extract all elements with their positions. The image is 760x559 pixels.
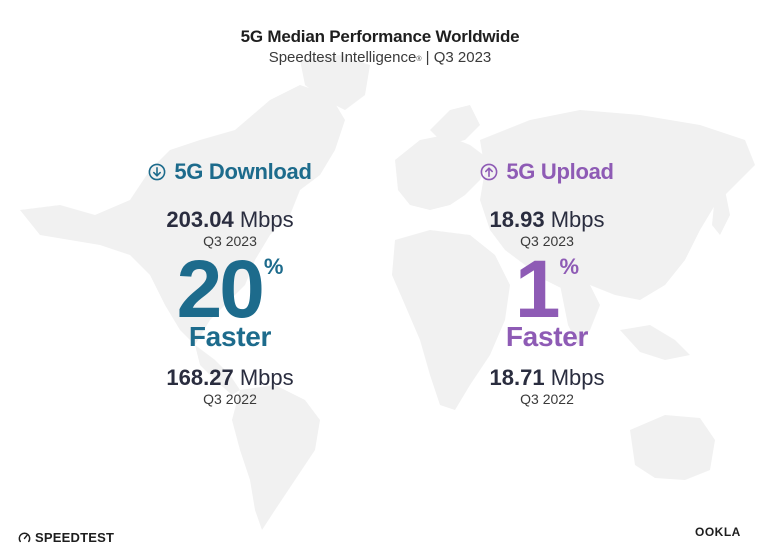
download-change-sign: %: [263, 254, 284, 279]
page-title: 5G Median Performance Worldwide: [240, 27, 520, 46]
download-previous-period: Q3 2022: [203, 391, 257, 407]
upload-panel: 5G Upload 18.93 Mbps Q3 2023 1 % Faster …: [407, 158, 687, 408]
upload-previous-metric: 18.71 Mbps Q3 2022: [407, 366, 687, 408]
download-previous-value: 168.27: [166, 365, 234, 390]
download-current-value: 203.04: [166, 207, 234, 232]
gauge-icon: [18, 531, 31, 544]
upload-current-value: 18.93: [489, 207, 545, 232]
upload-label: 5G Upload: [506, 159, 614, 184]
speedtest-wordmark: SPEEDTEST: [35, 530, 115, 545]
page-subtitle: Speedtest Intelligence® | Q3 2023: [0, 48, 760, 68]
ookla-logo: OOKLA: [695, 523, 741, 541]
arrow-up-circle-icon: [480, 163, 498, 181]
download-current-metric: 203.04 Mbps Q3 2023: [90, 208, 370, 250]
download-change-value: 20: [176, 244, 265, 335]
arrow-down-circle-icon: [148, 163, 166, 181]
subtitle-period: | Q3 2023: [425, 49, 492, 66]
header: 5G Median Performance Worldwide Speedtes…: [0, 27, 760, 68]
subtitle-source: Speedtest Intelligence: [268, 49, 417, 66]
upload-change-percent: 1 %: [407, 244, 687, 335]
download-label: 5G Download: [174, 159, 312, 184]
download-change-percent: 20 %: [90, 244, 370, 335]
download-change-label: Faster: [188, 321, 272, 352]
upload-previous-period: Q3 2022: [520, 391, 574, 407]
download-heading: 5G Download: [90, 158, 370, 186]
ookla-wordmark: OOKLA: [695, 525, 741, 539]
download-current-unit: Mbps: [239, 207, 294, 232]
upload-change-sign: %: [559, 254, 580, 279]
download-previous-unit: Mbps: [239, 365, 294, 390]
registered-mark: ®: [416, 56, 422, 63]
download-current-period: Q3 2023: [203, 233, 257, 249]
download-previous-metric: 168.27 Mbps Q3 2022: [90, 366, 370, 408]
upload-current-metric: 18.93 Mbps Q3 2023: [407, 208, 687, 250]
upload-previous-unit: Mbps: [550, 365, 605, 390]
download-panel: 5G Download 203.04 Mbps Q3 2023 20 % Fas…: [90, 158, 370, 408]
upload-previous-value: 18.71: [489, 365, 545, 390]
upload-change-value: 1: [514, 244, 561, 335]
speedtest-logo: SPEEDTEST: [18, 530, 114, 545]
upload-current-unit: Mbps: [550, 207, 605, 232]
upload-current-period: Q3 2023: [520, 233, 574, 249]
upload-change-label: Faster: [505, 321, 589, 352]
upload-heading: 5G Upload: [407, 158, 687, 186]
